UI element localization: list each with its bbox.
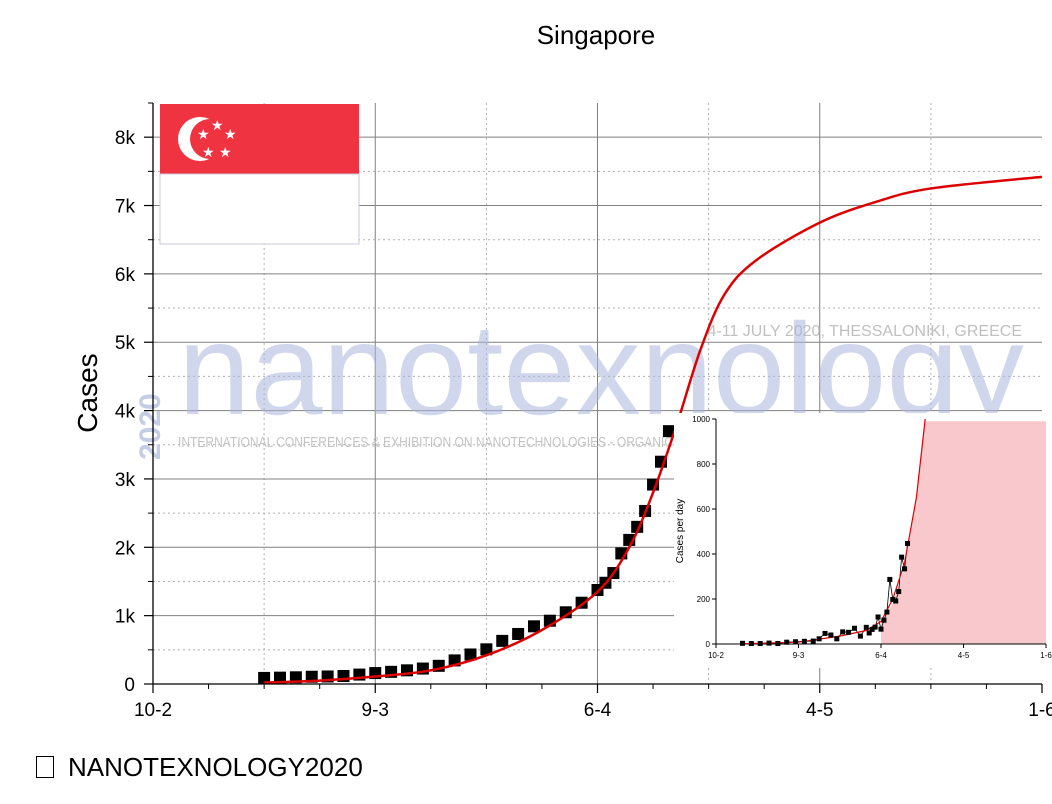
- y-tick-label: 5k: [115, 333, 136, 354]
- fit-curve: [264, 175, 1043, 684]
- inset-x-tick-label: 6-4: [875, 651, 887, 660]
- inset-data-point: [863, 624, 869, 630]
- inset-data-point: [793, 639, 799, 645]
- inset-data-point: [810, 638, 816, 644]
- inset-data-point: [775, 641, 781, 647]
- inset-data-point: [872, 624, 878, 630]
- inset-data-point: [828, 632, 834, 638]
- inset-data-point: [887, 576, 893, 582]
- inset-data-point: [881, 617, 887, 623]
- svg-text:★: ★: [219, 144, 232, 160]
- inset-data-point: [866, 630, 872, 636]
- inset-data-point: [893, 598, 899, 604]
- data-layer: [258, 175, 1043, 684]
- inset-data-point: [816, 636, 822, 642]
- inset-x-tick-label: 1-6: [1040, 651, 1052, 660]
- inset-data-point: [869, 626, 875, 632]
- inset-data-point: [766, 640, 772, 646]
- y-tick-label: 4k: [115, 402, 136, 423]
- inset-data-point: [875, 614, 881, 620]
- inset-data-point: [884, 609, 890, 615]
- y-axis-label: Cases: [72, 353, 103, 432]
- inset-y-tick-label: 1000: [692, 415, 710, 424]
- svg-text:★: ★: [202, 144, 215, 160]
- inset-data-point: [899, 554, 905, 560]
- inset-data-point: [834, 636, 840, 642]
- y-tick-label: 1k: [115, 607, 136, 628]
- singapore-flag-icon: ★ ★ ★ ★ ★: [159, 104, 360, 245]
- inset-data-point: [757, 641, 763, 647]
- inset-y-tick-label: 0: [706, 640, 711, 649]
- data-point: [480, 643, 493, 656]
- x-tick-label: 6-4: [584, 700, 612, 721]
- inset-data-point: [851, 625, 857, 631]
- inset-data-point: [878, 626, 884, 632]
- inset-data-point: [846, 629, 852, 635]
- y-tick-label: 0: [124, 675, 135, 696]
- inset-data-point: [822, 630, 828, 636]
- data-point: [559, 606, 572, 619]
- watermark-year: 2020: [134, 393, 167, 460]
- inset-data-point: [840, 629, 846, 635]
- svg-text:★: ★: [224, 126, 237, 142]
- y-tick-label: 6k: [115, 265, 136, 286]
- data-point: [274, 671, 286, 684]
- inset-data-point: [902, 566, 908, 572]
- data-point: [496, 634, 509, 647]
- inset-y-tick-label: 400: [697, 550, 711, 559]
- chart-title: Singapore: [537, 20, 656, 50]
- data-point: [662, 425, 675, 438]
- x-tick-label: 9-3: [362, 700, 389, 721]
- inset-y-tick-label: 600: [697, 505, 711, 514]
- inset-y-tick-label: 800: [697, 460, 711, 469]
- inset-x-tick-label: 4-5: [958, 651, 970, 660]
- inset-data-point: [740, 640, 746, 646]
- x-tick-label: 4-5: [806, 700, 833, 721]
- axis-layer: 10-2 9-3 6-4 4-5 1-6 0 1k 2k 3k 4k 5k 6k 7k 8k: [115, 102, 1052, 721]
- data-point: [258, 671, 271, 684]
- crescent-inner: [190, 119, 230, 159]
- y-tick-label: 7k: [115, 197, 136, 218]
- footer-text: NANOTEXNOLOGY2020: [68, 752, 363, 782]
- inset-data-point: [801, 638, 807, 644]
- inset-y-axis-label: Cases per day: [675, 499, 686, 563]
- flag-white-band: [159, 173, 360, 245]
- y-tick-label: 2k: [115, 538, 136, 559]
- inset-confidence-band: [881, 421, 1046, 644]
- x-tick-label: 10-2: [134, 700, 172, 721]
- inset-y-tick-label: 200: [697, 595, 711, 604]
- data-point: [464, 648, 477, 661]
- inset-data-point: [748, 641, 754, 647]
- data-point: [512, 627, 525, 640]
- inset-data-point: [890, 596, 896, 602]
- data-point: [528, 620, 540, 633]
- flag-stars: ★ ★ ★ ★ ★: [197, 117, 237, 160]
- inset-chart: 0 200 400 600 800 1000 10-2 9-3 6-4 4-5 1-6 Cases p…: [674, 413, 1052, 668]
- inset-data-point: [857, 633, 863, 639]
- inset-data-point: [905, 540, 911, 546]
- footer: NANOTEXNOLOGY2020: [36, 752, 363, 783]
- y-tick-label: 3k: [115, 470, 136, 491]
- inset-x-tick-label: 9-3: [793, 651, 805, 660]
- inset-x-tick-label: 10-2: [708, 651, 725, 660]
- y-tick-label: 8k: [115, 128, 136, 149]
- inset-data-point: [896, 589, 902, 595]
- inset-data-point: [784, 639, 790, 645]
- footer-box-icon: [36, 756, 54, 778]
- svg-text:★: ★: [197, 126, 210, 142]
- watermark-dates: 4-11 JULY 2020, THESSALONIKI, GREECE: [707, 323, 1022, 340]
- x-tick-label: 1-6: [1028, 700, 1052, 721]
- svg-text:★: ★: [211, 117, 224, 133]
